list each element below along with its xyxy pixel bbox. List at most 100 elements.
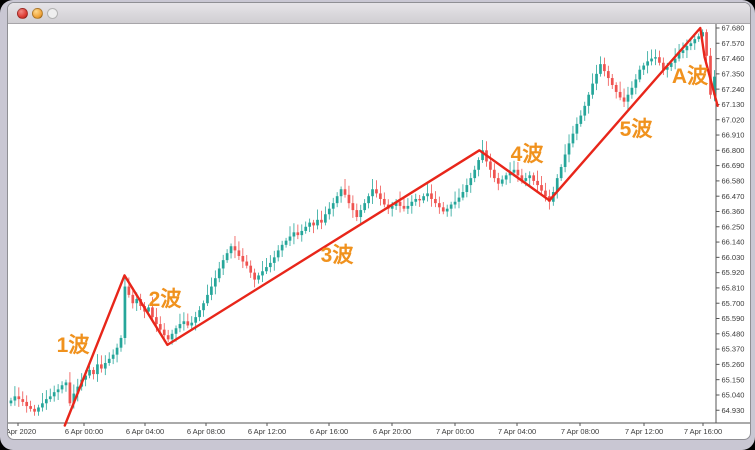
candle — [304, 226, 308, 231]
candle — [300, 230, 304, 236]
x-axis-label: 6 Apr 12:00 — [248, 427, 286, 436]
wave-label-5[interactable]: 5波 — [620, 117, 654, 141]
zoom-button[interactable] — [47, 7, 58, 19]
candle — [115, 347, 119, 355]
candle — [390, 205, 394, 209]
candle — [559, 167, 563, 179]
y-axis-label: 65.370 — [722, 345, 745, 354]
candle — [579, 115, 583, 124]
candle — [638, 69, 642, 80]
candle — [268, 262, 272, 268]
y-axis-label: 65.150 — [722, 375, 745, 384]
candle — [312, 222, 315, 226]
candle — [685, 46, 689, 51]
candle — [363, 203, 367, 211]
candle — [162, 329, 166, 336]
candle — [56, 389, 60, 393]
candle — [135, 299, 139, 304]
candle — [661, 62, 665, 70]
y-axis-label: 65.700 — [722, 299, 745, 308]
elliott-wave-zigzag[interactable] — [63, 26, 719, 427]
candle — [555, 178, 559, 193]
wave-label-2[interactable]: 2波 — [149, 287, 183, 311]
y-axis-label: 66.140 — [722, 238, 745, 247]
candle — [434, 198, 437, 204]
window-titlebar[interactable] — [8, 3, 750, 24]
candle — [170, 333, 174, 340]
candle — [583, 105, 587, 116]
y-axis-label: 67.020 — [722, 115, 745, 124]
candle — [127, 286, 131, 295]
x-axis-label: 6 Apr 20:00 — [373, 427, 411, 436]
candle — [473, 169, 477, 179]
candle — [21, 399, 25, 402]
wave-label-4[interactable]: 4波 — [511, 142, 545, 166]
candle — [646, 61, 649, 66]
candle — [422, 196, 425, 201]
candle — [25, 401, 29, 407]
candle — [414, 198, 418, 202]
candle — [689, 43, 693, 47]
candle — [591, 83, 594, 95]
candle — [394, 201, 398, 206]
wave-label-6[interactable]: A波 — [672, 64, 709, 88]
y-axis-label: 67.460 — [722, 54, 745, 63]
candle — [528, 175, 532, 179]
y-axis-label: 64.930 — [722, 406, 745, 415]
y-axis-label: 66.800 — [722, 146, 745, 155]
candle — [292, 232, 296, 237]
candle — [512, 169, 516, 173]
candle — [402, 205, 406, 209]
y-axis-label: 67.570 — [722, 39, 745, 48]
candle — [119, 337, 123, 348]
candle — [308, 222, 311, 227]
candle — [316, 219, 319, 226]
candle — [603, 64, 606, 72]
y-axis-label: 65.040 — [722, 391, 745, 400]
candle — [64, 382, 68, 386]
minimize-button[interactable] — [32, 7, 43, 19]
candle — [324, 214, 327, 223]
candle — [441, 207, 445, 212]
candle — [276, 250, 280, 258]
candle — [504, 175, 508, 180]
wave-label-1[interactable]: 1波 — [57, 333, 91, 357]
candle — [524, 178, 528, 181]
y-axis-label: 66.580 — [722, 177, 745, 186]
x-axis-label: 7 Apr 12:00 — [625, 427, 663, 436]
candle — [182, 321, 186, 325]
candle — [107, 358, 111, 363]
x-axis-label: 6 Apr 00:00 — [65, 427, 103, 436]
candle — [217, 268, 221, 279]
y-axis-label: 67.130 — [722, 100, 745, 109]
x-axis-label: 7 Apr 04:00 — [498, 427, 536, 436]
candle — [249, 265, 253, 273]
candle — [206, 294, 209, 304]
candle — [13, 396, 17, 401]
candle — [630, 87, 634, 95]
candle — [52, 392, 56, 397]
candle — [174, 328, 178, 334]
candle — [618, 91, 622, 98]
candle — [347, 194, 351, 204]
candle — [229, 246, 233, 254]
candle — [575, 123, 579, 134]
candle — [29, 406, 32, 409]
candle — [367, 196, 370, 204]
candle — [288, 236, 292, 241]
candle — [166, 335, 170, 340]
candlestick-chart[interactable]: 67.680 67.570 67.460 67.350 67.240 67.130 67.0… — [8, 24, 750, 439]
x-axis-label: 6 Apr 04:00 — [126, 427, 164, 436]
candle — [610, 78, 614, 85]
x-axis-label: 6 Apr 16:00 — [310, 427, 348, 436]
candle — [100, 364, 103, 369]
candle — [650, 58, 653, 62]
candle — [178, 324, 182, 329]
wave-label-3[interactable]: 3波 — [321, 243, 355, 267]
y-axis-label: 66.250 — [722, 222, 745, 231]
close-button[interactable] — [17, 7, 28, 19]
candle — [355, 210, 359, 218]
candle — [449, 204, 453, 209]
candle — [280, 244, 284, 251]
candle — [37, 407, 40, 412]
